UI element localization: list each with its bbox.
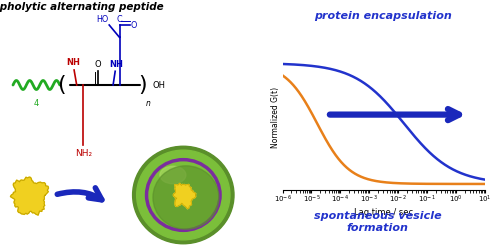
Text: protein encapsulation: protein encapsulation [314, 11, 452, 21]
Text: C: C [117, 15, 122, 24]
Text: spontaneous vesicle
formation: spontaneous vesicle formation [314, 211, 442, 233]
X-axis label: Lag time / sec: Lag time / sec [354, 208, 414, 217]
Text: 4: 4 [34, 99, 39, 108]
Text: NH: NH [66, 58, 80, 67]
Text: NH₂: NH₂ [74, 149, 92, 158]
Ellipse shape [153, 166, 219, 229]
Text: HO: HO [96, 15, 108, 24]
Text: ampholytic alternating peptide: ampholytic alternating peptide [0, 2, 164, 12]
Circle shape [136, 150, 230, 240]
Text: n: n [145, 99, 150, 108]
Y-axis label: Normalized G(t): Normalized G(t) [270, 87, 280, 148]
Polygon shape [174, 184, 196, 209]
Text: O: O [94, 60, 101, 69]
Text: O: O [130, 20, 137, 30]
Text: OH: OH [152, 80, 165, 90]
Ellipse shape [160, 166, 186, 184]
Text: NH: NH [109, 60, 122, 69]
Polygon shape [10, 177, 48, 215]
Text: (: ( [57, 75, 66, 95]
Circle shape [132, 146, 234, 244]
Text: ): ) [138, 75, 147, 95]
